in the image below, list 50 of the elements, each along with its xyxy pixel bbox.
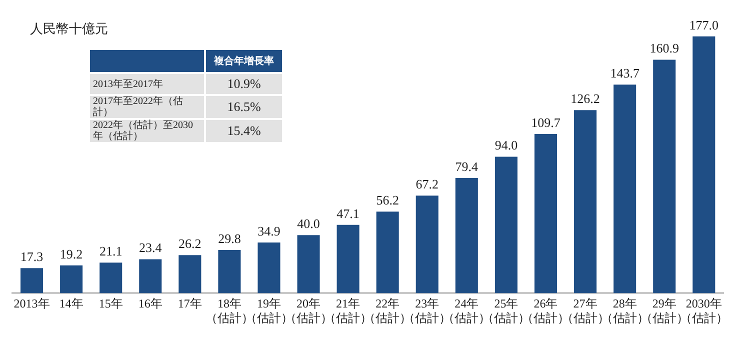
annotation: 2017年至2022年（估計） [90, 96, 204, 118]
annotation: 10.9% [206, 74, 282, 94]
bar [218, 250, 241, 294]
bar [376, 212, 399, 294]
data-label: 177.0 [689, 17, 719, 32]
bar [60, 265, 83, 294]
annotation: 複合年增長率 [206, 50, 282, 72]
data-label: 29.8 [218, 230, 241, 246]
data-label: 26.2 [178, 236, 202, 252]
data-label: 109.7 [531, 114, 561, 130]
data-label: 40.0 [297, 216, 320, 232]
data-label: 67.2 [416, 176, 439, 192]
data-label: 19.2 [60, 246, 83, 262]
annotation: 16.5% [206, 96, 282, 118]
x-tick-label: 2013年 [14, 296, 50, 311]
bar [297, 235, 320, 294]
bar [139, 259, 162, 294]
data-label: 34.9 [258, 223, 280, 238]
bar [258, 242, 280, 294]
annotation: 2013年至2017年 [90, 74, 204, 94]
bar [692, 36, 716, 294]
data-label: 160.9 [650, 40, 679, 56]
x-tick-label: 15年 [98, 296, 123, 311]
data-label: 143.7 [610, 66, 640, 81]
x-tick-label: 17年 [178, 296, 202, 311]
data-label: 17.3 [20, 249, 44, 264]
bar [455, 178, 478, 294]
bar [20, 268, 44, 294]
bar [534, 134, 558, 294]
data-label: 23.4 [139, 240, 162, 256]
annotation: 15.4% [206, 120, 282, 142]
data-label: 94.0 [494, 138, 518, 153]
data-label: 21.1 [99, 244, 122, 259]
bar [614, 84, 636, 294]
data-label: 56.2 [376, 192, 399, 208]
bar [653, 60, 676, 294]
bar [100, 262, 122, 294]
x-tick-label: 2030年（估計） [680, 296, 728, 325]
bar [574, 110, 597, 294]
data-label: 126.2 [570, 90, 600, 106]
x-tick-label: 16年 [138, 296, 162, 311]
y-axis-title: 人民幣十億元 [30, 20, 108, 38]
bar [494, 156, 518, 294]
bar [178, 255, 202, 294]
data-label: 79.4 [455, 158, 479, 174]
annotation: 2022年（估計）至2030年（估計） [90, 120, 204, 142]
bar [336, 224, 360, 294]
bar [416, 196, 438, 294]
x-tick-label: 14年 [59, 296, 84, 311]
data-label: 47.1 [336, 206, 360, 221]
